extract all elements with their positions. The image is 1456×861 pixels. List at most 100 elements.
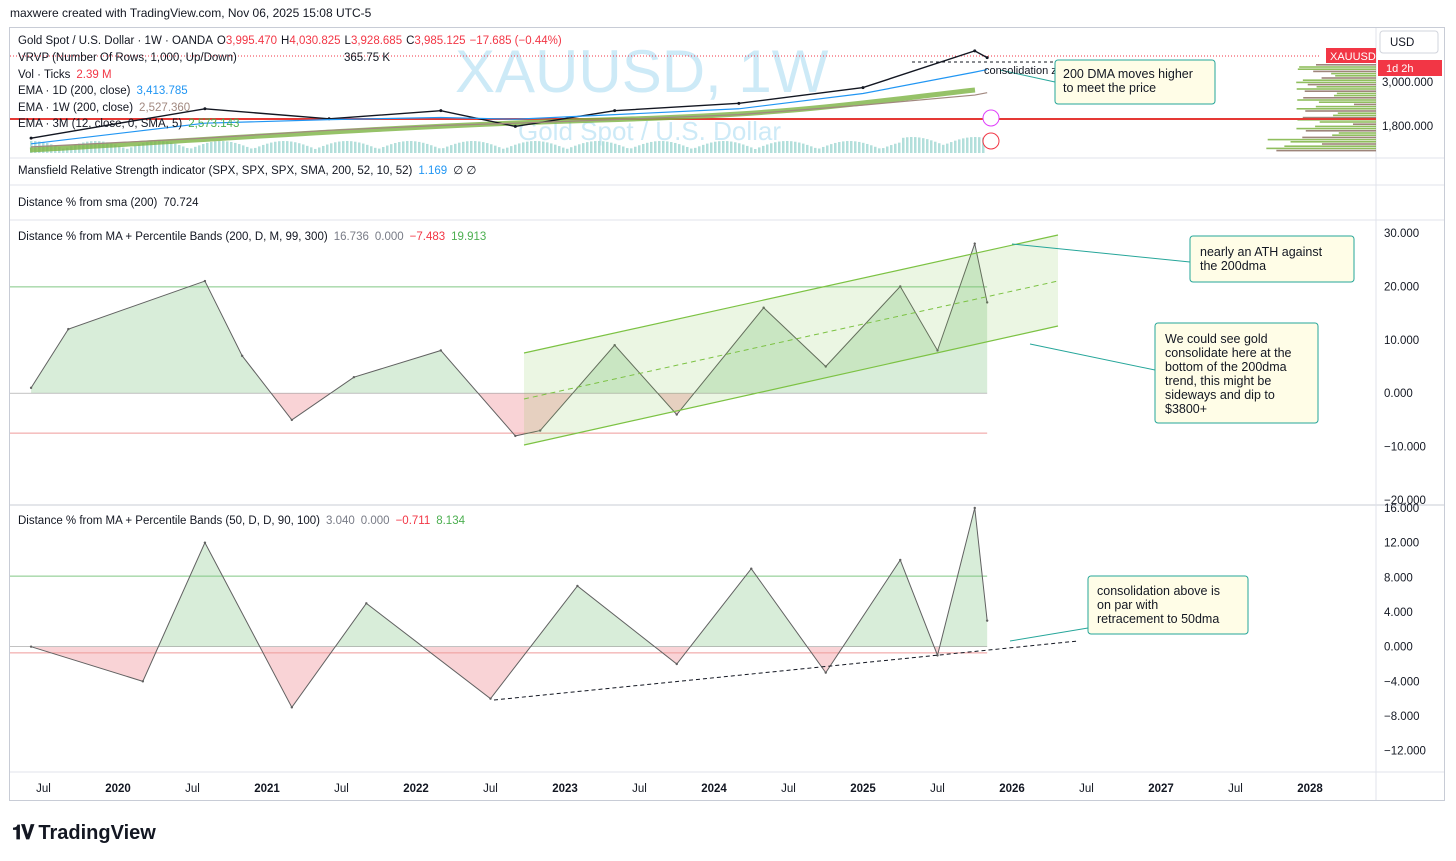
- retracement-note-callout[interactable]: consolidation above is on par with retra…: [1087, 575, 1249, 635]
- pane-50dma[interactable]: [10, 506, 1089, 709]
- pane200-distance-point: [973, 242, 976, 245]
- volume-bar: [926, 139, 929, 153]
- pane50-axis-tick: 16.000: [1384, 503, 1419, 515]
- volume-bar: [434, 146, 437, 153]
- volume-bar: [618, 145, 621, 153]
- volume-bar: [678, 144, 681, 153]
- volume-bar: [122, 147, 125, 153]
- pane-200dma[interactable]: [10, 234, 1191, 446]
- dma-note-callout[interactable]: 200 DMA moves higher to meet the price: [1054, 59, 1216, 105]
- volume-bar: [826, 145, 829, 153]
- volume-bar: [554, 144, 557, 153]
- volume-bar: [874, 146, 877, 153]
- dma-note-line: to meet the price: [1063, 81, 1156, 95]
- volume-bar: [146, 142, 149, 153]
- price-pane[interactable]: [10, 49, 1376, 153]
- volume-profile-bar: [1331, 72, 1376, 75]
- time-axis-label: Jul: [1228, 783, 1243, 795]
- volume-bar: [494, 145, 497, 153]
- pane200-distance-point: [29, 386, 33, 390]
- legend-ema1: EMA · 1D (200, close): [18, 85, 131, 97]
- time-axis-label: 2024: [701, 783, 727, 795]
- volume-bar: [322, 145, 325, 153]
- volume-bar: [766, 144, 769, 153]
- volume-bar: [810, 146, 813, 153]
- symbol-badge: [1326, 48, 1376, 63]
- pane50-axis-tick: −8.000: [1384, 711, 1420, 723]
- volume-bar: [774, 142, 777, 153]
- volume-bar: [66, 147, 69, 153]
- volume-bar: [350, 141, 353, 153]
- volume-bar: [610, 142, 613, 153]
- volume-profile-bar: [1353, 103, 1376, 106]
- volume-profile: [1266, 64, 1376, 152]
- consol-note-line: We could see gold: [1165, 332, 1268, 346]
- volume-bar: [438, 148, 441, 153]
- currency-button[interactable]: [1379, 30, 1439, 54]
- volume-bar: [886, 146, 889, 153]
- volume-bar: [250, 148, 253, 153]
- volume-bar: [222, 141, 225, 153]
- pane50-negative-fill: [31, 646, 988, 708]
- volume-bar: [838, 142, 841, 153]
- pane200-distance-point: [824, 365, 827, 368]
- mansfield-label: Mansfield Relative Strength indicator (S…: [18, 165, 413, 177]
- volume-bar: [450, 145, 453, 153]
- volume-bar: [446, 146, 449, 153]
- pane50-v3: −0.711: [396, 515, 431, 527]
- volume-bar: [498, 147, 501, 153]
- volume-bar: [786, 141, 789, 153]
- pane50-axis-tick: −4.000: [1384, 676, 1420, 688]
- svg-text:EMA · 3M (12, close, 0, SMA, 5: EMA · 3M (12, close, 0, SMA, 5) 2,573.143: [18, 118, 239, 130]
- pane50-positive-fill: [158, 508, 988, 647]
- dma-note-line: 200 DMA moves higher: [1063, 67, 1193, 81]
- pane200-distance-point: [936, 349, 939, 352]
- legend-ema2-value: 2,527.360: [139, 102, 190, 114]
- ath-note-callout[interactable]: nearly an ATH against the 200dma: [1189, 235, 1355, 283]
- ath-note-box: [1189, 235, 1355, 283]
- pane50-axis: 16.000 12.000 8.000 4.000 0.000 −4.000 −8.000 −…: [1384, 503, 1426, 758]
- volume-bar: [358, 142, 361, 153]
- volume-bar: [114, 144, 117, 153]
- volume-bar: [982, 137, 985, 153]
- volume-bar: [702, 144, 705, 153]
- pane200-distance-point: [439, 349, 443, 352]
- volume-bar: [302, 144, 305, 153]
- volume-profile-bar: [1296, 81, 1376, 84]
- pane50-distance-point: [936, 654, 939, 657]
- volume-bar: [854, 141, 857, 153]
- time-axis-label: 2020: [105, 783, 131, 795]
- volume-bar: [366, 144, 369, 153]
- time-axis[interactable]: Jul 2020 Jul 2021 Jul 2022 Jul 2023 Jul 2024 Jul 20…: [36, 783, 1323, 795]
- pane200-axis-tick: 30.000: [1384, 228, 1419, 240]
- volume-bar: [202, 143, 205, 153]
- legend-open: 3,995.470: [226, 35, 277, 47]
- volume-bar: [794, 141, 797, 153]
- pane200-label: Distance % from MA + Percentile Bands (2…: [18, 231, 328, 243]
- consol-note-line: consolidate here at the: [1165, 346, 1292, 360]
- volume-bar: [930, 140, 933, 153]
- volume-bar: [802, 143, 805, 153]
- legend-ema2: EMA · 1W (200, close): [18, 102, 133, 114]
- volume-bar: [246, 146, 249, 153]
- pane50-distance-point: [675, 662, 678, 666]
- price-line-point: [985, 56, 989, 60]
- svg-text:Distance % from sma (200)70.72: Distance % from sma (200) 70.724: [18, 197, 199, 209]
- volume-profile-bar: [1313, 70, 1376, 73]
- volume-profile-bar: [1296, 108, 1376, 110]
- volume-bar: [890, 145, 893, 153]
- volume-bar: [946, 143, 949, 153]
- volume-bar: [966, 137, 969, 153]
- volume-bar: [142, 143, 145, 153]
- volume-profile-bar: [1307, 83, 1376, 86]
- volume-bar: [398, 142, 401, 153]
- time-axis-label: Jul: [185, 783, 200, 795]
- volume-bar: [938, 143, 941, 153]
- volume-bar: [738, 143, 741, 153]
- volume-bar: [634, 146, 637, 153]
- time-axis-label: Jul: [483, 783, 498, 795]
- volume-bar: [822, 146, 825, 153]
- volume-bar: [798, 142, 801, 153]
